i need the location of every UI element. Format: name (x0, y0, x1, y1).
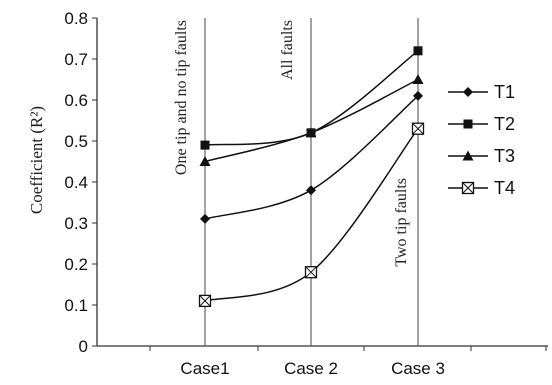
legend-label: T4 (494, 178, 515, 198)
legend-item-t4: T4 (448, 178, 515, 198)
y-tick-label: 0.4 (64, 173, 88, 192)
data-point (199, 156, 211, 166)
marker-cross (462, 182, 474, 194)
y-tick-label: 0.7 (64, 50, 88, 69)
marker-cross (305, 266, 317, 279)
y-tick-label: 0.5 (64, 132, 88, 151)
series-t3 (199, 74, 424, 166)
series-t1 (200, 90, 423, 224)
legend: T1 T2 T3 T4 (448, 82, 515, 198)
x-tick-label: Case1 (180, 359, 229, 378)
data-point (200, 213, 210, 224)
data-point (463, 87, 473, 97)
y-ticks: 0 0.1 0.2 0.3 0.4 0.5 0.6 0.7 0.8 (64, 9, 97, 356)
case-guide-lines (204, 18, 419, 346)
annotation-label: One tip and no tip faults (173, 20, 190, 175)
legend-item-t3: T3 (448, 146, 515, 166)
y-tick-label: 0.2 (64, 255, 88, 274)
data-point (463, 119, 473, 129)
series-t4 (198, 122, 425, 308)
data-point (461, 181, 475, 195)
y-tick-label: 0.8 (64, 9, 88, 28)
annotation-label: Two tip faults (393, 178, 410, 267)
data-point (412, 74, 424, 84)
data-point (306, 185, 316, 196)
y-tick-label: 0.6 (64, 91, 88, 110)
data-point (198, 294, 212, 308)
x-tick-label: Case 2 (284, 359, 338, 378)
series-group (198, 46, 425, 308)
annotation-label: All faults (279, 20, 296, 80)
data-point (200, 140, 210, 150)
data-point (304, 266, 318, 279)
legend-item-t2: T2 (448, 114, 515, 134)
y-axis-label: Coefficient (R²) (27, 106, 46, 214)
data-point (462, 150, 474, 161)
legend-label: T2 (494, 114, 515, 134)
x-ticks: Case1 Case 2 Case 3 (149, 346, 547, 378)
data-point (413, 90, 423, 101)
y-tick-label: 0.3 (64, 214, 88, 233)
legend-label: T1 (494, 82, 515, 102)
legend-item-t1: T1 (448, 82, 515, 102)
marker-cross (199, 295, 211, 307)
x-tick-label: Case 3 (391, 359, 445, 378)
data-point (411, 122, 425, 135)
annotations: One tip and no tip faults All faults Two t… (173, 20, 410, 267)
data-point (305, 127, 317, 138)
data-point (413, 46, 423, 56)
y-tick-label: 0.1 (64, 296, 88, 315)
marker-cross (412, 122, 424, 135)
y-tick-label: 0 (79, 337, 88, 356)
legend-label: T3 (494, 146, 515, 166)
